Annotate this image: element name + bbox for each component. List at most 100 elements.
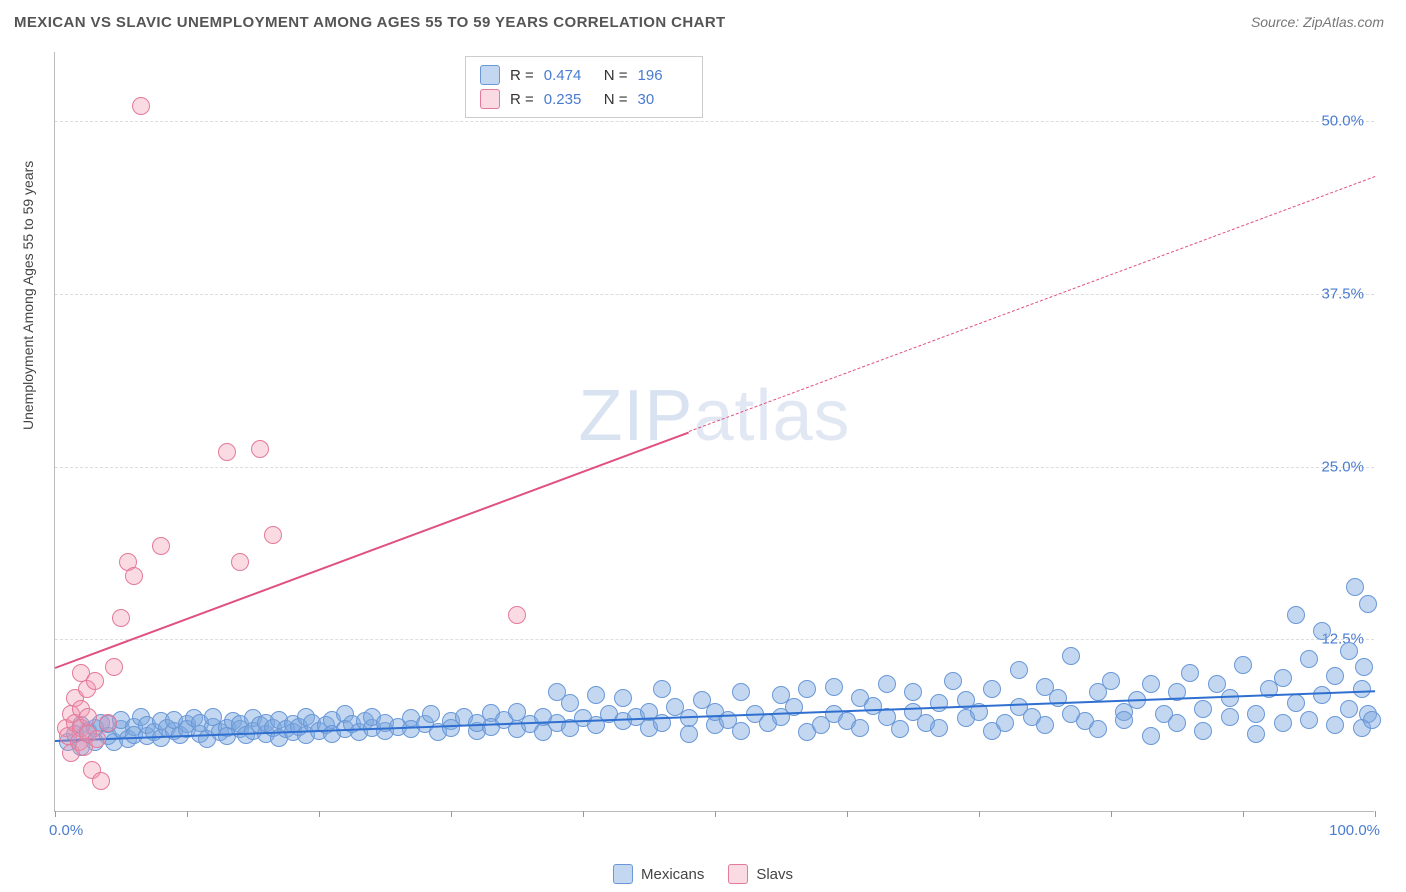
watermark-part1: ZIP bbox=[578, 376, 693, 456]
legend-swatch bbox=[613, 864, 633, 884]
data-point bbox=[851, 719, 869, 737]
data-point bbox=[1326, 716, 1344, 734]
data-point bbox=[1036, 716, 1054, 734]
data-point bbox=[1194, 700, 1212, 718]
data-point bbox=[1194, 722, 1212, 740]
stats-legend: R =0.474N =196R =0.235N =30 bbox=[465, 56, 703, 118]
data-point bbox=[1168, 714, 1186, 732]
data-point bbox=[508, 606, 526, 624]
data-point bbox=[1313, 686, 1331, 704]
x-tick bbox=[451, 811, 452, 817]
data-point bbox=[1300, 711, 1318, 729]
data-point bbox=[132, 97, 150, 115]
data-point bbox=[88, 730, 106, 748]
x-axis-max-label: 100.0% bbox=[1329, 822, 1380, 839]
x-tick bbox=[715, 811, 716, 817]
data-point bbox=[732, 722, 750, 740]
data-point bbox=[996, 714, 1014, 732]
data-point bbox=[1221, 708, 1239, 726]
data-point bbox=[1359, 595, 1377, 613]
series-legend: Mexicans Slavs bbox=[613, 864, 793, 884]
data-point bbox=[1142, 727, 1160, 745]
data-point bbox=[1346, 578, 1364, 596]
data-point bbox=[1181, 664, 1199, 682]
chart-header: MEXICAN VS SLAVIC UNEMPLOYMENT AMONG AGE… bbox=[0, 0, 1406, 39]
data-point bbox=[86, 672, 104, 690]
data-point bbox=[1247, 705, 1265, 723]
data-point bbox=[1115, 711, 1133, 729]
r-value: 0.235 bbox=[544, 91, 594, 108]
data-point bbox=[891, 720, 909, 738]
data-point bbox=[1300, 650, 1318, 668]
data-point bbox=[1274, 714, 1292, 732]
y-axis-label: Unemployment Among Ages 55 to 59 years bbox=[20, 161, 36, 430]
legend-label: Mexicans bbox=[641, 866, 704, 883]
data-point bbox=[112, 609, 130, 627]
legend-item: Slavs bbox=[728, 864, 793, 884]
trend-line bbox=[688, 176, 1375, 432]
data-point bbox=[1102, 672, 1120, 690]
data-point bbox=[152, 537, 170, 555]
data-point bbox=[125, 567, 143, 585]
data-point bbox=[1353, 680, 1371, 698]
legend-swatch bbox=[480, 65, 500, 85]
y-tick-label: 37.5% bbox=[1321, 285, 1364, 302]
data-point bbox=[1340, 700, 1358, 718]
r-label: R = bbox=[510, 91, 534, 108]
data-point bbox=[1142, 675, 1160, 693]
x-tick bbox=[187, 811, 188, 817]
data-point bbox=[1355, 658, 1373, 676]
data-point bbox=[231, 553, 249, 571]
data-point bbox=[561, 694, 579, 712]
y-tick-label: 50.0% bbox=[1321, 113, 1364, 130]
data-point bbox=[983, 680, 1001, 698]
n-label: N = bbox=[604, 91, 628, 108]
n-value: 196 bbox=[638, 67, 688, 84]
data-point bbox=[825, 678, 843, 696]
data-point bbox=[1340, 642, 1358, 660]
data-point bbox=[251, 440, 269, 458]
r-label: R = bbox=[510, 67, 534, 84]
n-value: 30 bbox=[638, 91, 688, 108]
watermark: ZIPatlas bbox=[578, 375, 850, 457]
data-point bbox=[92, 772, 110, 790]
data-point bbox=[1287, 694, 1305, 712]
data-point bbox=[798, 680, 816, 698]
y-tick-label: 25.0% bbox=[1321, 458, 1364, 475]
x-tick bbox=[1243, 811, 1244, 817]
data-point bbox=[930, 694, 948, 712]
data-point bbox=[1326, 667, 1344, 685]
data-point bbox=[1287, 606, 1305, 624]
data-point bbox=[614, 689, 632, 707]
data-point bbox=[944, 672, 962, 690]
data-point bbox=[732, 683, 750, 701]
x-axis-min-label: 0.0% bbox=[49, 822, 83, 839]
data-point bbox=[1089, 720, 1107, 738]
x-tick bbox=[583, 811, 584, 817]
data-point bbox=[587, 686, 605, 704]
data-point bbox=[1010, 661, 1028, 679]
data-point bbox=[930, 719, 948, 737]
legend-swatch bbox=[480, 89, 500, 109]
data-point bbox=[99, 714, 117, 732]
stats-legend-row: R =0.474N =196 bbox=[480, 63, 688, 87]
x-tick bbox=[979, 811, 980, 817]
r-value: 0.474 bbox=[544, 67, 594, 84]
data-point bbox=[1274, 669, 1292, 687]
data-point bbox=[680, 725, 698, 743]
data-point bbox=[1062, 647, 1080, 665]
data-point bbox=[653, 680, 671, 698]
data-point bbox=[422, 705, 440, 723]
source-attribution: Source: ZipAtlas.com bbox=[1251, 14, 1384, 30]
legend-label: Slavs bbox=[756, 866, 793, 883]
gridline bbox=[55, 121, 1374, 122]
data-point bbox=[218, 443, 236, 461]
x-tick bbox=[55, 811, 56, 817]
data-point bbox=[1234, 656, 1252, 674]
gridline bbox=[55, 294, 1374, 295]
x-tick bbox=[1375, 811, 1376, 817]
legend-item: Mexicans bbox=[613, 864, 704, 884]
data-point bbox=[105, 658, 123, 676]
legend-swatch bbox=[728, 864, 748, 884]
x-tick bbox=[319, 811, 320, 817]
